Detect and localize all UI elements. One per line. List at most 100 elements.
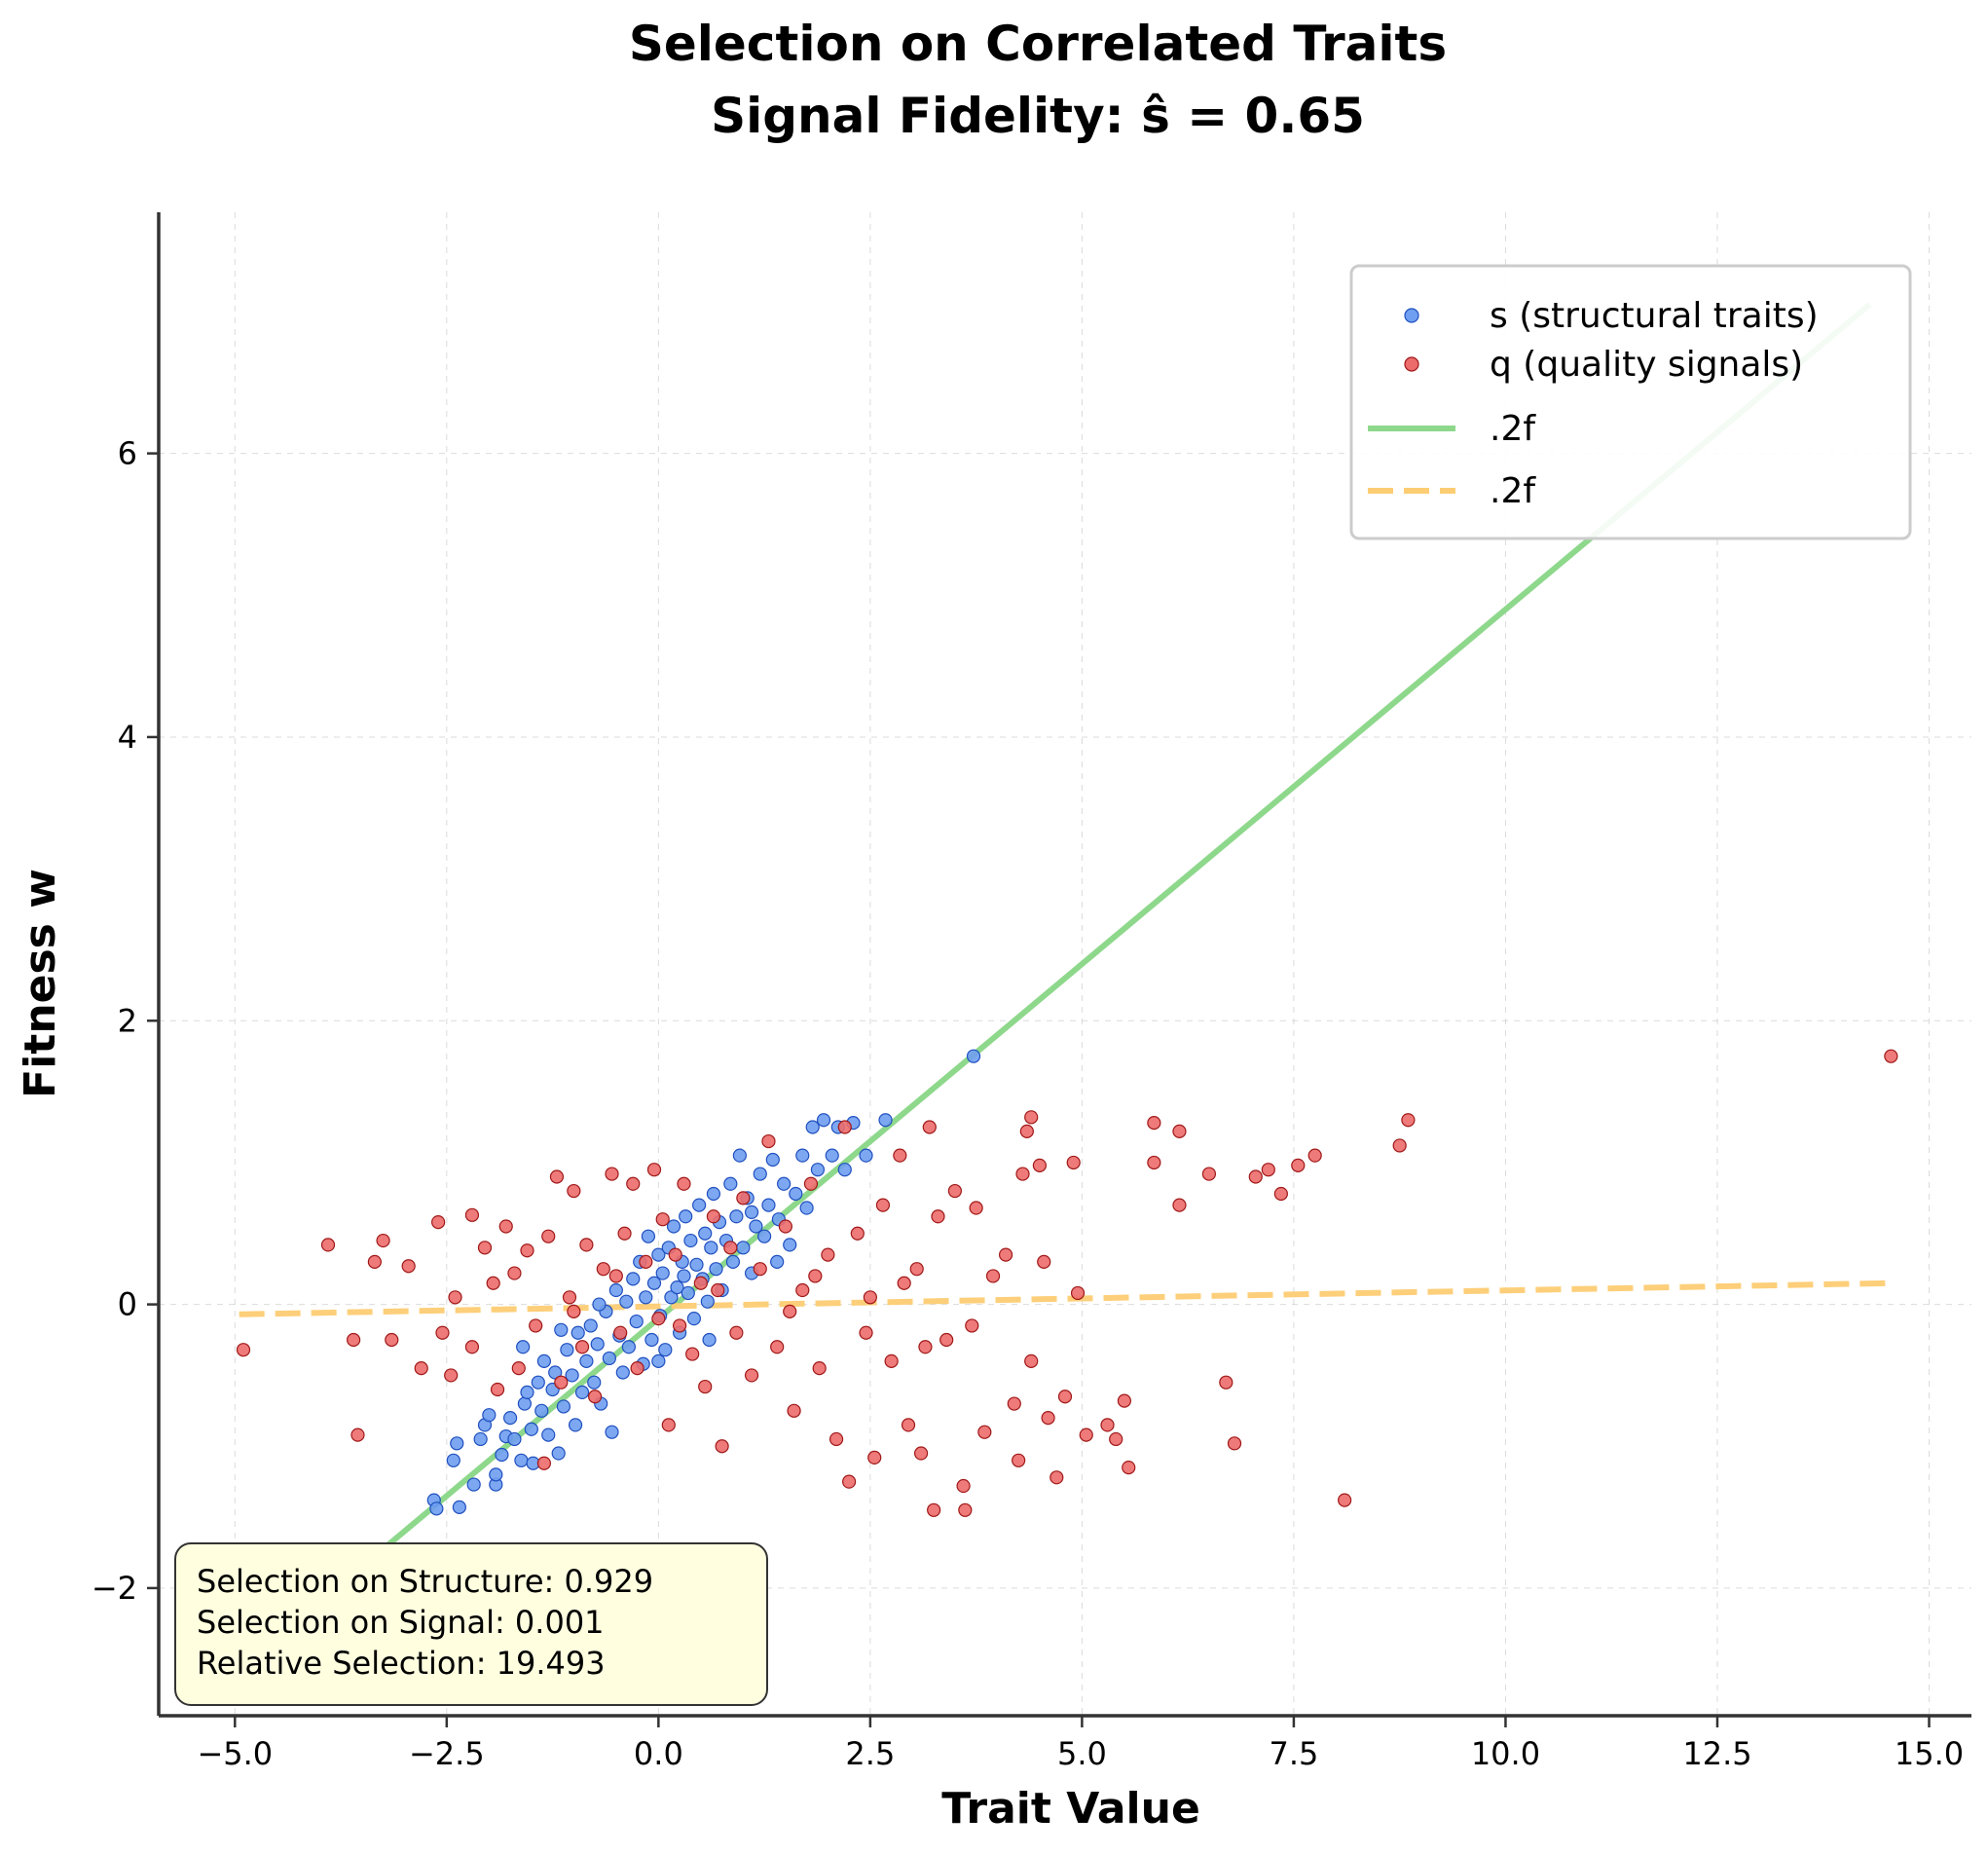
point-s1-97 bbox=[1057, 1390, 1073, 1404]
point-s1-33 bbox=[605, 1167, 619, 1181]
point-s1-99 bbox=[1070, 1285, 1086, 1301]
point-s0-112 bbox=[651, 1353, 666, 1368]
point-s0-80 bbox=[729, 1209, 744, 1224]
point-s0-42 bbox=[615, 1365, 630, 1380]
point-s1-39 bbox=[646, 1163, 662, 1177]
point-s1-6 bbox=[385, 1332, 399, 1348]
point-s1-22 bbox=[529, 1318, 543, 1333]
chart-subtitle: Signal Fidelity: ŝ = 0.65 bbox=[711, 88, 1365, 144]
point-s0-15 bbox=[517, 1396, 532, 1411]
point-s1-18 bbox=[498, 1219, 513, 1234]
point-s0-86 bbox=[753, 1167, 767, 1181]
stats-line-2: Relative Selection: 19.493 bbox=[197, 1645, 606, 1682]
stats-box-bg bbox=[174, 1542, 768, 1706]
point-s1-3 bbox=[350, 1428, 365, 1442]
point-s0-101 bbox=[837, 1163, 852, 1177]
point-s1-24 bbox=[541, 1229, 556, 1243]
point-s0-13 bbox=[507, 1431, 522, 1447]
point-s1-111 bbox=[1227, 1436, 1242, 1451]
point-s0-67 bbox=[689, 1257, 704, 1272]
point-s1-94 bbox=[1037, 1254, 1051, 1269]
point-s0-1 bbox=[429, 1502, 444, 1516]
legend-label-1: q (quality signals) bbox=[1490, 345, 1803, 385]
point-s0-88 bbox=[761, 1198, 776, 1212]
point-s1-107 bbox=[1172, 1198, 1187, 1212]
point-s0-98 bbox=[816, 1113, 831, 1128]
point-s1-8 bbox=[414, 1361, 428, 1376]
point-s0-12 bbox=[502, 1411, 518, 1426]
point-s1-54 bbox=[753, 1262, 767, 1277]
point-s0-70 bbox=[698, 1226, 713, 1241]
x-tick-label-7: 12.5 bbox=[1682, 1735, 1751, 1772]
point-s0-33 bbox=[583, 1318, 598, 1333]
point-s1-77 bbox=[931, 1209, 945, 1224]
point-s0-59 bbox=[666, 1219, 681, 1234]
point-s1-23 bbox=[536, 1456, 551, 1470]
point-s1-71 bbox=[893, 1148, 907, 1163]
point-s0-103 bbox=[859, 1148, 873, 1163]
point-s1-34 bbox=[613, 1325, 628, 1340]
point-s1-104 bbox=[1122, 1460, 1136, 1475]
point-s0-34 bbox=[587, 1375, 602, 1390]
point-s0-96 bbox=[805, 1120, 820, 1134]
point-s0-60 bbox=[670, 1280, 684, 1295]
point-s1-103 bbox=[1117, 1393, 1132, 1408]
legend-box bbox=[1349, 264, 1912, 540]
point-s1-69 bbox=[875, 1198, 891, 1212]
legend: s (structural traits) q (quality signals)… bbox=[1349, 264, 1912, 540]
point-s1-10 bbox=[435, 1325, 450, 1340]
point-s0-25 bbox=[551, 1446, 566, 1461]
point-s1-52 bbox=[736, 1191, 751, 1205]
point-s1-115 bbox=[1291, 1158, 1306, 1172]
x-tick-label-3: 2.5 bbox=[845, 1735, 895, 1772]
point-s0-43 bbox=[619, 1294, 634, 1309]
point-s0-89 bbox=[765, 1152, 780, 1168]
point-s0-113 bbox=[702, 1332, 717, 1348]
point-s0-66 bbox=[686, 1312, 701, 1326]
point-s0-72 bbox=[704, 1241, 718, 1255]
point-s1-21 bbox=[520, 1243, 534, 1258]
point-s1-128 bbox=[897, 1276, 911, 1290]
point-s1-42 bbox=[661, 1418, 676, 1432]
legend-label-2: .2f bbox=[1490, 409, 1536, 449]
point-s1-124 bbox=[863, 1290, 877, 1305]
point-s0-109 bbox=[744, 1205, 759, 1220]
point-s1-98 bbox=[1066, 1155, 1081, 1170]
point-s1-108 bbox=[1172, 1124, 1187, 1138]
point-s1-65 bbox=[842, 1474, 857, 1489]
point-s0-4 bbox=[450, 1436, 464, 1451]
point-s0-91 bbox=[777, 1176, 792, 1191]
point-s1-38 bbox=[639, 1254, 653, 1269]
point-s1-17 bbox=[490, 1382, 505, 1397]
legend-marker-0 bbox=[1404, 308, 1419, 323]
y-tick-label-0: −2 bbox=[92, 1570, 137, 1607]
x-tick-label-2: 0.0 bbox=[634, 1735, 683, 1772]
point-s1-114 bbox=[1273, 1186, 1288, 1202]
point-s1-91 bbox=[1024, 1353, 1039, 1368]
x-tick-label-4: 5.0 bbox=[1057, 1735, 1107, 1772]
point-s1-12 bbox=[448, 1290, 462, 1305]
y-tick-label-4: 6 bbox=[118, 435, 137, 472]
y-tick-label-2: 2 bbox=[118, 1002, 137, 1039]
point-s1-82 bbox=[965, 1318, 979, 1333]
point-s1-13 bbox=[464, 1340, 480, 1354]
point-s0-39 bbox=[605, 1425, 619, 1439]
point-s0-110 bbox=[482, 1408, 497, 1423]
point-s0-6 bbox=[473, 1431, 488, 1447]
point-s1-109 bbox=[1201, 1167, 1217, 1181]
point-s0-29 bbox=[568, 1418, 583, 1432]
point-s1-46 bbox=[693, 1276, 708, 1290]
y-tick-label-3: 4 bbox=[118, 719, 137, 756]
point-s1-55 bbox=[761, 1133, 776, 1149]
point-s0-64 bbox=[681, 1285, 695, 1301]
point-s1-26 bbox=[554, 1375, 569, 1390]
point-s1-110 bbox=[1219, 1375, 1233, 1390]
point-s1-53 bbox=[744, 1368, 759, 1383]
point-s0-38 bbox=[602, 1351, 616, 1366]
point-s1-95 bbox=[1041, 1411, 1055, 1426]
point-s0-104 bbox=[878, 1113, 893, 1128]
point-s1-25 bbox=[549, 1169, 565, 1184]
point-s1-120 bbox=[1884, 1049, 1898, 1063]
point-s0-111 bbox=[554, 1322, 569, 1337]
